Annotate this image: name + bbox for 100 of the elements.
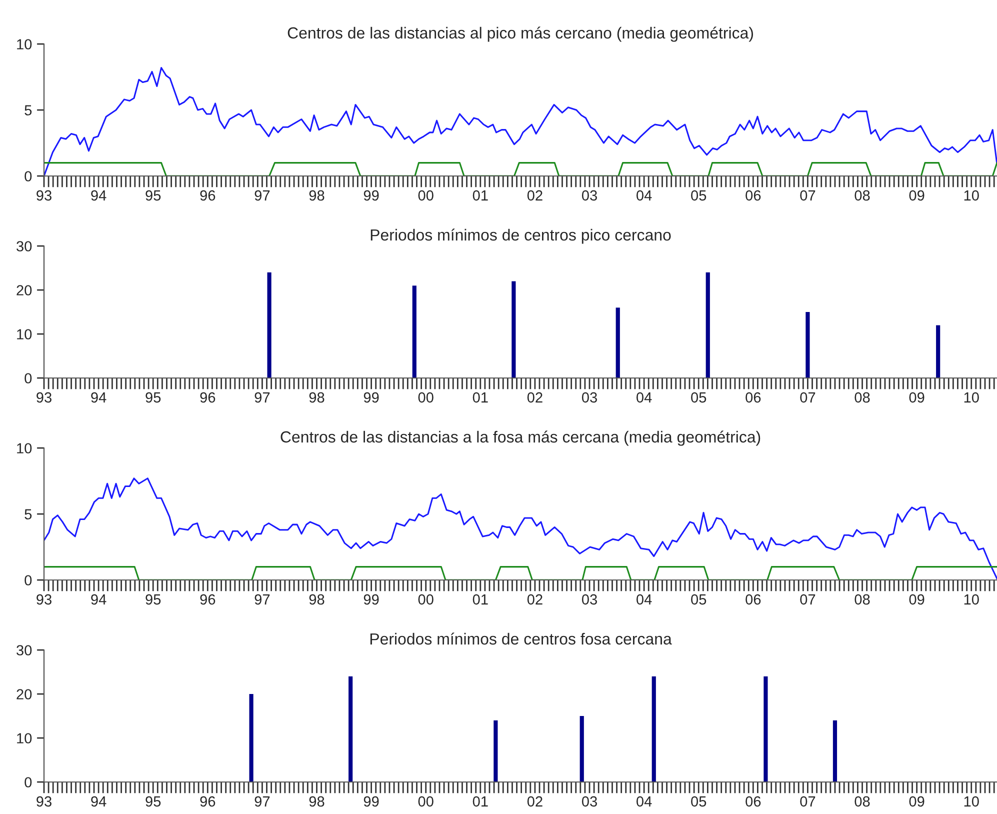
bar	[936, 325, 940, 378]
x-tick-label: 96	[200, 796, 216, 807]
x-tick-label: 10	[964, 190, 979, 201]
y-tick-label: 10	[17, 733, 32, 744]
x-tick-label: 04	[636, 594, 652, 605]
x-tick-label: 05	[691, 392, 706, 403]
bar	[249, 694, 254, 782]
x-tick-label: 93	[36, 796, 52, 807]
x-tick-label: 95	[146, 796, 161, 807]
bar	[652, 676, 656, 782]
bar	[806, 312, 810, 378]
bar	[512, 281, 516, 378]
x-tick-label: 93	[36, 392, 52, 403]
x-tick-label: 99	[364, 190, 379, 201]
x-tick-label: 96	[200, 190, 216, 201]
y-tick-label: 0	[24, 777, 32, 788]
x-tick-label: 98	[309, 796, 324, 807]
x-tick-label: 08	[854, 392, 870, 403]
x-tick-label: 95	[146, 392, 161, 403]
x-tick-label: 04	[636, 796, 652, 807]
x-tick-label: 06	[746, 392, 761, 403]
x-tick-label: 10	[964, 796, 979, 807]
x-tick-label: 03	[582, 190, 597, 201]
y-tick-label: 0	[24, 575, 32, 586]
x-tick-label: 06	[746, 796, 761, 807]
x-tick-label: 05	[691, 796, 706, 807]
x-tick-label: 09	[909, 796, 924, 807]
x-tick-label: 99	[364, 796, 379, 807]
bar	[494, 720, 498, 782]
x-tick-label: 95	[146, 190, 161, 201]
x-tick-label: 00	[418, 190, 434, 201]
x-tick-label: 97	[254, 796, 270, 807]
y-tick-label: 10	[17, 39, 32, 50]
x-tick-label: 98	[309, 594, 324, 605]
x-tick-label: 93	[36, 190, 52, 201]
x-tick-label: 99	[364, 594, 379, 605]
x-tick-label: 01	[472, 594, 488, 605]
x-tick-label: 08	[854, 796, 870, 807]
x-tick-label: 06	[746, 190, 761, 201]
x-tick-label: 03	[582, 392, 597, 403]
y-tick-label: 30	[16, 645, 32, 656]
x-tick-label: 05	[691, 594, 706, 605]
x-tick-label: 06	[746, 594, 761, 605]
bar	[580, 716, 584, 782]
y-tick-label: 10	[17, 329, 32, 340]
x-tick-label: 09	[909, 392, 924, 403]
x-tick-label: 03	[582, 594, 597, 605]
chart-title: Centros de las distancias a la fosa más cercana (media geométrica)	[280, 430, 760, 446]
y-tick-label: 0	[24, 373, 32, 384]
x-tick-label: 04	[636, 190, 652, 201]
bar	[412, 286, 416, 378]
x-tick-label: 03	[582, 796, 597, 807]
x-tick-label: 05	[691, 190, 706, 201]
x-tick-label: 98	[309, 392, 324, 403]
bar	[832, 720, 838, 782]
x-tick-label: 10	[964, 594, 979, 605]
x-tick-label: 10	[964, 392, 979, 403]
y-tick-label: 5	[24, 105, 32, 116]
x-tick-label: 07	[800, 392, 816, 403]
x-tick-label: 97	[254, 190, 270, 201]
x-tick-label: 94	[91, 796, 106, 807]
y-tick-label: 30	[16, 241, 32, 252]
y-tick-label: 10	[17, 443, 32, 454]
x-tick-label: 02	[527, 392, 542, 403]
x-tick-label: 07	[800, 594, 816, 605]
x-tick-label: 01	[472, 392, 488, 403]
x-tick-label: 04	[636, 392, 652, 403]
x-tick-label: 94	[91, 594, 106, 605]
bar	[267, 272, 272, 378]
x-tick-label: 08	[854, 594, 870, 605]
x-tick-label: 01	[472, 190, 488, 201]
x-tick-label: 95	[146, 594, 161, 605]
x-tick-label: 01	[472, 796, 488, 807]
x-tick-label: 07	[800, 796, 816, 807]
x-tick-label: 99	[364, 392, 379, 403]
y-tick-label: 20	[16, 285, 32, 296]
x-tick-label: 98	[309, 190, 324, 201]
x-tick-label: 94	[91, 392, 106, 403]
bar	[764, 676, 768, 782]
x-tick-label: 97	[254, 594, 270, 605]
x-tick-label: 00	[418, 392, 434, 403]
bar	[348, 676, 353, 782]
x-tick-label: 02	[527, 796, 542, 807]
x-tick-label: 96	[200, 392, 216, 403]
bar	[616, 308, 620, 378]
y-tick-label: 20	[16, 689, 32, 700]
x-tick-label: 00	[418, 796, 434, 807]
x-tick-label: 96	[200, 594, 216, 605]
y-tick-label: 5	[24, 509, 32, 520]
x-tick-label: 00	[418, 594, 434, 605]
x-tick-label: 02	[527, 594, 542, 605]
x-tick-label: 02	[527, 190, 542, 201]
x-tick-label: 08	[854, 190, 870, 201]
bar	[706, 272, 710, 378]
x-tick-label: 09	[909, 594, 924, 605]
chart-title: Periodos mínimos de centros pico cercano	[370, 228, 671, 244]
x-tick-label: 07	[800, 190, 816, 201]
chart-title: Periodos mínimos de centros fosa cercana	[370, 632, 672, 645]
x-tick-label: 93	[36, 594, 52, 605]
x-tick-label: 09	[909, 190, 924, 201]
